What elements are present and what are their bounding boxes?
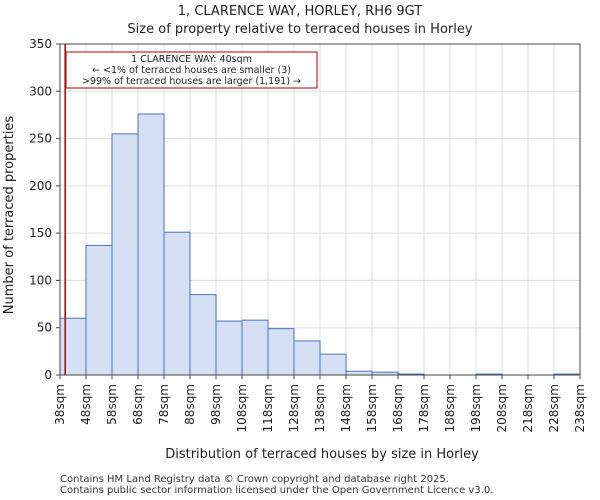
x-tick-label-108sqm: 108sqm [235,384,249,432]
x-tick-label-158sqm: 158sqm [365,384,379,432]
x-tick-label-208sqm: 208sqm [495,384,509,432]
x-tick-label-198sqm: 198sqm [469,384,483,432]
x-tick-label-178sqm: 178sqm [417,384,431,432]
chart-title: 1, CLARENCE WAY, HORLEY, RH6 9GT [178,4,422,19]
y-axis-ticks: 0 50 100 150 200 250 300 350 [29,37,60,382]
x-axis-ticks: 38sqm 48sqm 58sqm 68sqm 78sqm 88sqm 98sqm 108sq… [53,375,587,432]
x-tick-label-148sqm: 148sqm [339,384,353,432]
bar-148sqm [345,370,373,376]
y-tick-label-0: 0 [44,368,52,382]
x-tick-label-78sqm: 78sqm [157,384,171,425]
footer-line-1: Contains HM Land Registry data © Crown c… [60,474,449,485]
y-tick-label-150: 150 [29,226,52,240]
y-tick-label-350: 350 [29,37,52,51]
bar-108sqm [241,319,269,376]
x-tick-label-88sqm: 88sqm [183,384,197,425]
x-tick-label-58sqm: 58sqm [105,384,119,425]
y-tick-label-200: 200 [29,179,52,193]
annotation-line-2: ← <1% of terraced houses are smaller (3) [92,65,291,76]
y-tick-label-50: 50 [37,321,52,335]
x-tick-label-38sqm: 38sqm [53,384,67,425]
x-tick-label-68sqm: 68sqm [131,384,145,425]
x-tick-label-48sqm: 48sqm [79,384,93,425]
chart-subtitle: Size of property relative to terraced ho… [127,22,472,37]
bar-128sqm [293,340,321,376]
x-tick-label-138sqm: 138sqm [313,384,327,432]
histogram-chart: 1, CLARENCE WAY, HORLEY, RH6 9GT Size of… [2,4,587,462]
plot-frame [59,43,581,376]
bar-48sqm [85,244,113,376]
x-tick-label-128sqm: 128sqm [287,384,301,432]
annotation-line-3: >99% of terraced houses are larger (1,19… [82,76,301,87]
bar-68sqm [137,113,165,376]
annotation-box [65,51,318,89]
x-axis-label: Distribution of terraced houses by size … [165,447,479,462]
x-tick-label-98sqm: 98sqm [209,384,223,425]
y-tick-label-300: 300 [29,84,52,98]
y-axis-label: Number of terraced properties [2,116,17,315]
x-tick-label-228sqm: 228sqm [547,384,561,432]
x-tick-label-118sqm: 118sqm [261,384,275,432]
bar-88sqm [189,294,217,376]
marker-annotation: 1 CLARENCE WAY: 40sqm ← <1% of terraced … [65,51,318,89]
bar-58sqm [111,133,139,376]
bar-38sqm [59,317,87,376]
y-tick-label-100: 100 [29,273,52,287]
x-tick-label-188sqm: 188sqm [443,384,457,432]
bar-118sqm [267,328,295,376]
bar-98sqm [215,320,243,376]
footer-line-2: Contains public sector information licen… [60,485,494,496]
x-tick-label-238sqm: 238sqm [573,384,587,432]
bar-138sqm [319,353,347,376]
bar-78sqm [163,231,191,376]
annotation-line-1: 1 CLARENCE WAY: 40sqm [131,54,252,65]
x-tick-label-218sqm: 218sqm [521,384,535,432]
x-tick-label-168sqm: 168sqm [391,384,405,432]
bars [59,113,581,376]
y-tick-label-250: 250 [29,132,52,146]
